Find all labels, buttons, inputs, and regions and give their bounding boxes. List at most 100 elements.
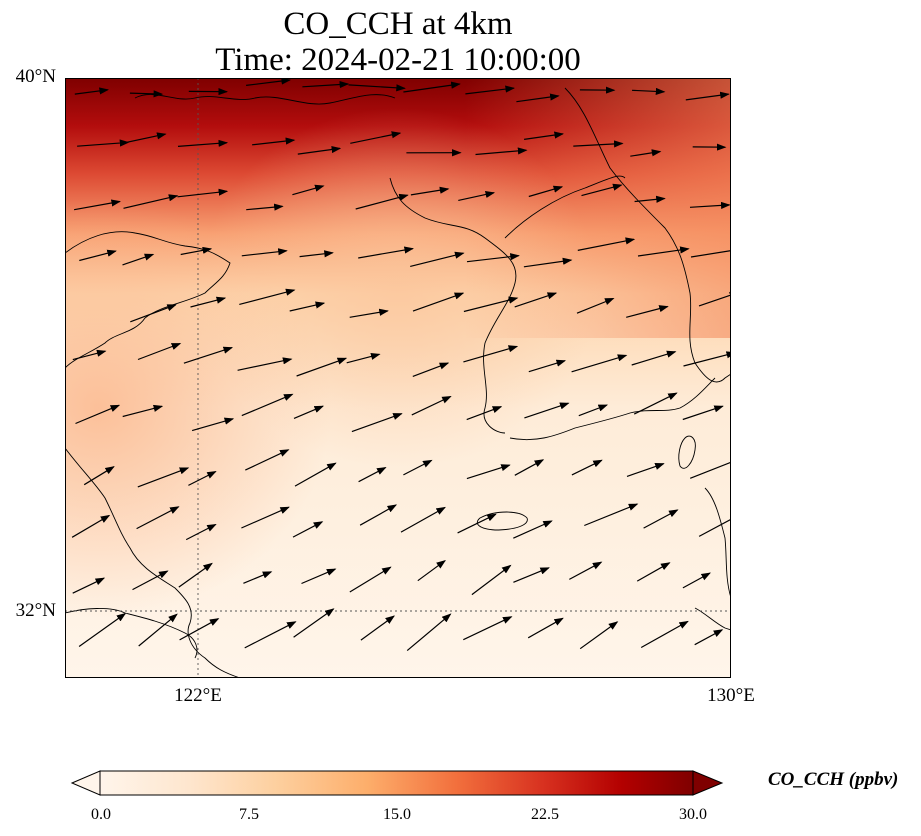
lon-label-130e: 130°E <box>707 685 755 706</box>
wind-arrow <box>400 506 446 533</box>
wind-arrow <box>72 349 107 361</box>
japan-kyushu-coast <box>704 487 731 599</box>
wind-arrow <box>577 237 636 251</box>
wind-arrow <box>72 577 106 594</box>
wind-arrow <box>293 608 335 638</box>
lat-label-32n: 32°N <box>15 600 56 621</box>
wind-arrow <box>237 357 293 371</box>
wind-arrow <box>123 194 179 209</box>
wind-arrow <box>129 90 164 98</box>
wind-arrow <box>410 251 465 267</box>
wind-arrow <box>685 91 730 101</box>
wind-arrow <box>682 405 724 421</box>
wind-arrow <box>458 190 496 201</box>
wind-arrow <box>626 463 665 477</box>
wind-arrow <box>137 342 182 361</box>
wind-arrow <box>74 87 109 95</box>
wind-arrow <box>185 523 217 541</box>
korea-west-coast <box>389 177 517 434</box>
wind-arrow <box>349 308 389 318</box>
wind-arrow <box>301 568 337 585</box>
wind-arrow <box>466 253 520 263</box>
map-subtitle-time: Time: 2024-02-21 10:00:00 <box>215 42 581 78</box>
wind-arrow <box>417 559 446 582</box>
wind-arrow <box>463 296 519 313</box>
wind-arrow <box>527 617 564 639</box>
wind-arrow <box>690 250 731 258</box>
wind-arrow <box>136 506 180 530</box>
wind-arrow <box>73 199 121 211</box>
wind-arrow <box>243 571 273 584</box>
wind-arrow <box>463 345 519 363</box>
wind-arrow <box>83 466 115 486</box>
wind-arrow <box>514 292 558 308</box>
wind-arrow <box>180 246 213 256</box>
wind-arrow <box>122 253 155 266</box>
wind-arrow <box>244 621 297 649</box>
china-coastline-south <box>65 447 241 678</box>
wind-arrow <box>411 395 452 416</box>
korea-south-coast <box>509 377 716 441</box>
wind-arrow <box>406 613 452 652</box>
wind-arrow <box>289 301 326 312</box>
colorbar-tick-1: 7.5 <box>239 806 259 823</box>
wind-arrow <box>513 520 553 539</box>
wind-arrow <box>528 185 564 198</box>
wind-vectors <box>71 78 731 652</box>
wind-arrow <box>573 140 624 148</box>
wind-arrow <box>694 629 724 646</box>
wind-arrow <box>294 462 337 487</box>
wind-arrow <box>576 297 615 314</box>
wind-arrow <box>626 305 669 318</box>
colorbar-tick-4: 30.0 <box>679 806 707 823</box>
wind-arrow <box>179 618 220 641</box>
wind-arrow <box>177 188 229 198</box>
wind-arrow <box>584 503 639 527</box>
map-border <box>65 78 731 678</box>
wind-arrow <box>239 288 296 305</box>
colorbar-tick-2: 15.0 <box>383 806 411 823</box>
map-title: CO_CCH at 4km <box>283 6 513 42</box>
wind-arrow <box>471 564 512 596</box>
korea-east-coast <box>564 87 731 383</box>
colorbar-tick-0: 0.0 <box>91 806 111 823</box>
wind-arrow <box>524 402 570 419</box>
wind-arrow <box>634 195 666 203</box>
wind-arrow <box>569 561 603 580</box>
wind-arrow <box>292 184 325 196</box>
japan-honshu-edge <box>694 607 731 631</box>
colorbar <box>70 770 724 796</box>
wind-arrow <box>79 249 117 262</box>
wind-arrow <box>579 621 619 650</box>
wind-arrow <box>132 570 169 591</box>
wind-arrow <box>683 351 731 367</box>
wind-arrow <box>360 615 395 641</box>
wind-arrow <box>245 449 290 471</box>
wind-arrow <box>524 131 564 140</box>
wind-arrow <box>351 413 403 433</box>
wind-arrow <box>571 459 603 476</box>
wind-arrow <box>516 93 560 103</box>
wind-arrow <box>463 616 513 641</box>
wind-arrow <box>631 350 677 366</box>
wind-arrow <box>410 186 450 196</box>
wind-arrow <box>292 521 324 538</box>
wind-arrow <box>571 354 628 373</box>
wind-arrow <box>346 352 381 364</box>
wind-arrow <box>137 467 190 488</box>
colorbar-gradient <box>99 770 694 796</box>
wind-arrow <box>355 193 409 210</box>
china-coastline <box>65 231 231 369</box>
korea-north-line <box>504 175 626 239</box>
wind-arrow <box>241 248 288 257</box>
map-panel <box>65 78 731 678</box>
wind-arrow <box>252 137 296 146</box>
lon-label-122e: 122°E <box>174 685 222 706</box>
wind-arrow <box>581 183 623 197</box>
wind-arrow <box>465 85 515 95</box>
wind-arrow <box>296 357 348 377</box>
wind-arrow <box>191 417 235 432</box>
wind-arrow <box>630 149 662 157</box>
wind-arrow <box>513 567 550 583</box>
wind-arrow <box>123 132 167 144</box>
